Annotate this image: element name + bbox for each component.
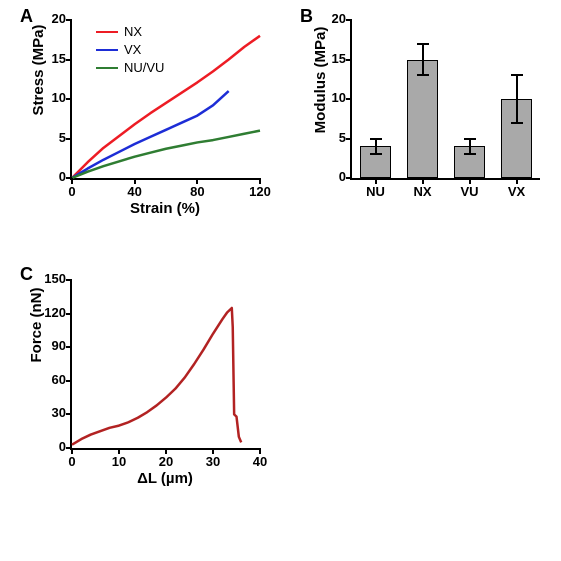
panel-a-ylabel: Stress (MPa) bbox=[30, 0, 47, 150]
legend-label-vx: VX bbox=[124, 42, 141, 57]
panel-b-ylabel: Modulus (MPa) bbox=[312, 0, 329, 160]
legend-swatch-vx bbox=[96, 49, 118, 51]
legend-label-nx: NX bbox=[124, 24, 142, 39]
ytick bbox=[66, 380, 72, 382]
panel-b-plot: 05101520NUNXVUVX bbox=[350, 20, 540, 180]
errcap bbox=[464, 138, 476, 140]
cat-label: VU bbox=[452, 184, 488, 199]
xtick-label: 0 bbox=[58, 184, 86, 199]
xtick-label: 120 bbox=[246, 184, 274, 199]
xtick bbox=[422, 178, 424, 184]
ytick bbox=[66, 346, 72, 348]
errcap bbox=[511, 74, 523, 76]
cat-label: VX bbox=[499, 184, 535, 199]
ytick bbox=[346, 59, 352, 61]
legend-row-nx: NX bbox=[96, 24, 142, 39]
errbar bbox=[469, 139, 471, 155]
errcap bbox=[417, 74, 429, 76]
ytick-label: 0 bbox=[40, 169, 66, 184]
errcap bbox=[370, 153, 382, 155]
errbar bbox=[516, 75, 518, 122]
ytick bbox=[346, 19, 352, 21]
series-NX bbox=[72, 36, 260, 178]
xtick-label: 80 bbox=[183, 184, 211, 199]
panel-c-ylabel: Force (nN) bbox=[28, 240, 45, 410]
errcap bbox=[370, 138, 382, 140]
errcap bbox=[417, 43, 429, 45]
ytick bbox=[66, 279, 72, 281]
errbar bbox=[422, 44, 424, 76]
xtick-label: 40 bbox=[121, 184, 149, 199]
figure: A 0408012005101520 Stress (MPa) Strain (… bbox=[0, 0, 561, 561]
bar-NX bbox=[407, 60, 438, 179]
panel-c-xlabel: ΔL (µm) bbox=[70, 470, 260, 487]
legend-swatch-nx bbox=[96, 31, 118, 33]
ytick bbox=[66, 313, 72, 315]
xtick-label: 0 bbox=[58, 454, 86, 469]
ytick bbox=[66, 59, 72, 61]
xtick-label: 30 bbox=[199, 454, 227, 469]
errbar bbox=[375, 139, 377, 155]
panel-c-plot: 0102030400306090120150 bbox=[70, 280, 260, 450]
xtick-label: 40 bbox=[246, 454, 274, 469]
xtick-label: 20 bbox=[152, 454, 180, 469]
ytick bbox=[66, 19, 72, 21]
cat-label: NX bbox=[405, 184, 441, 199]
legend-row-nuvu: NU/VU bbox=[96, 60, 164, 75]
cat-label: NU bbox=[358, 184, 394, 199]
legend-row-vx: VX bbox=[96, 42, 141, 57]
panel-a-xlabel: Strain (%) bbox=[70, 200, 260, 217]
ytick bbox=[66, 177, 72, 179]
ytick bbox=[66, 413, 72, 415]
ytick bbox=[346, 138, 352, 140]
ytick-label: 0 bbox=[320, 169, 346, 184]
xtick-label: 10 bbox=[105, 454, 133, 469]
ytick bbox=[66, 98, 72, 100]
xtick bbox=[375, 178, 377, 184]
errcap bbox=[464, 153, 476, 155]
legend-swatch-nuvu bbox=[96, 67, 118, 69]
xtick bbox=[516, 178, 518, 184]
ytick bbox=[66, 138, 72, 140]
ytick bbox=[346, 177, 352, 179]
series-force bbox=[72, 308, 241, 445]
errcap bbox=[511, 122, 523, 124]
xtick bbox=[469, 178, 471, 184]
ytick bbox=[66, 447, 72, 449]
ytick bbox=[346, 98, 352, 100]
legend-label-nuvu: NU/VU bbox=[124, 60, 164, 75]
ytick-label: 0 bbox=[34, 439, 66, 454]
series-VX bbox=[72, 91, 229, 178]
series-NU/VU bbox=[72, 131, 260, 178]
